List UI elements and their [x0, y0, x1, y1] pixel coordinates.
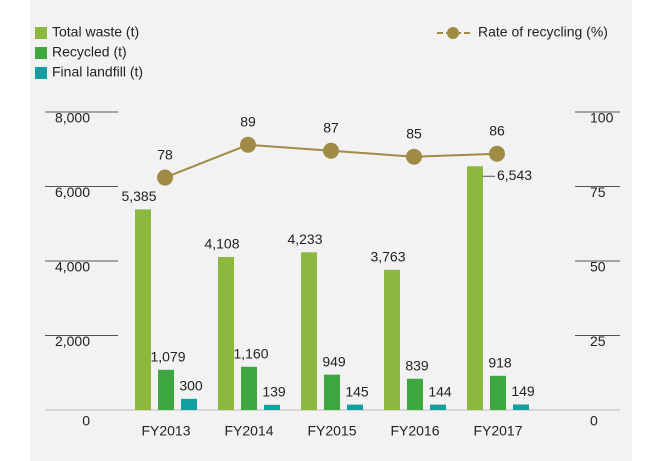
bar — [513, 404, 529, 410]
data-label: 139 — [262, 384, 286, 400]
x-tick-label: FY2013 — [141, 423, 190, 439]
y-tick-label: 6,000 — [55, 184, 90, 200]
legend-label: Rate of recycling (%) — [478, 24, 608, 40]
x-tick-label: FY2015 — [307, 423, 356, 439]
data-label: 4,108 — [204, 236, 239, 252]
data-label: 1,079 — [150, 349, 185, 365]
line-marker — [489, 145, 505, 162]
x-tick-label: FY2017 — [473, 423, 522, 439]
data-label: 85 — [406, 125, 422, 141]
data-label: 87 — [323, 119, 339, 135]
data-label: 839 — [405, 357, 429, 373]
legend-swatch — [35, 67, 47, 79]
bar — [241, 366, 257, 410]
bar — [218, 256, 234, 410]
x-tick-label: FY2014 — [224, 423, 273, 439]
data-label: 6,543 — [497, 167, 532, 183]
y2-tick-label: 0 — [590, 413, 598, 429]
y2-tick-label: 75 — [590, 184, 606, 200]
data-label: 145 — [345, 383, 369, 399]
data-label: 144 — [428, 383, 452, 399]
data-label: 3,763 — [370, 249, 405, 265]
legend-marker — [447, 27, 459, 39]
y-tick-label: 0 — [82, 413, 90, 429]
x-tick-label: FY2016 — [390, 423, 439, 439]
legend-label: Total waste (t) — [52, 24, 139, 40]
data-label: 86 — [489, 122, 505, 138]
legend-swatch — [35, 27, 47, 39]
y-tick-label: 2,000 — [55, 333, 90, 349]
bar — [467, 166, 483, 410]
bar — [347, 404, 363, 410]
bar — [264, 404, 280, 410]
data-label: 300 — [179, 378, 203, 394]
data-label: 89 — [240, 113, 256, 129]
line-marker — [157, 169, 173, 186]
data-label: 4,233 — [287, 231, 322, 247]
bar — [407, 378, 423, 410]
line-marker — [323, 142, 339, 159]
bar — [158, 369, 174, 410]
data-label: 5,385 — [121, 188, 156, 204]
legend-label: Final landfill (t) — [52, 64, 143, 80]
bar — [135, 209, 151, 410]
data-label: 918 — [488, 355, 512, 371]
y2-tick-label: 25 — [590, 333, 606, 349]
line-marker — [240, 136, 256, 153]
y-tick-label: 8,000 — [55, 110, 90, 126]
y2-tick-label: 100 — [590, 110, 614, 126]
data-label: 149 — [511, 383, 535, 399]
bar — [430, 404, 446, 410]
legend-swatch — [35, 47, 47, 59]
line-marker — [406, 148, 422, 165]
bar — [181, 398, 197, 410]
bar — [324, 374, 340, 410]
data-label: 949 — [322, 353, 346, 369]
y-tick-label: 4,000 — [55, 259, 90, 275]
bar — [384, 269, 400, 410]
legend-label: Recycled (t) — [52, 44, 127, 60]
bar — [490, 375, 506, 410]
y2-tick-label: 50 — [590, 259, 606, 275]
data-label: 78 — [157, 146, 173, 162]
data-label: 1,160 — [233, 345, 268, 361]
bar — [301, 252, 317, 410]
